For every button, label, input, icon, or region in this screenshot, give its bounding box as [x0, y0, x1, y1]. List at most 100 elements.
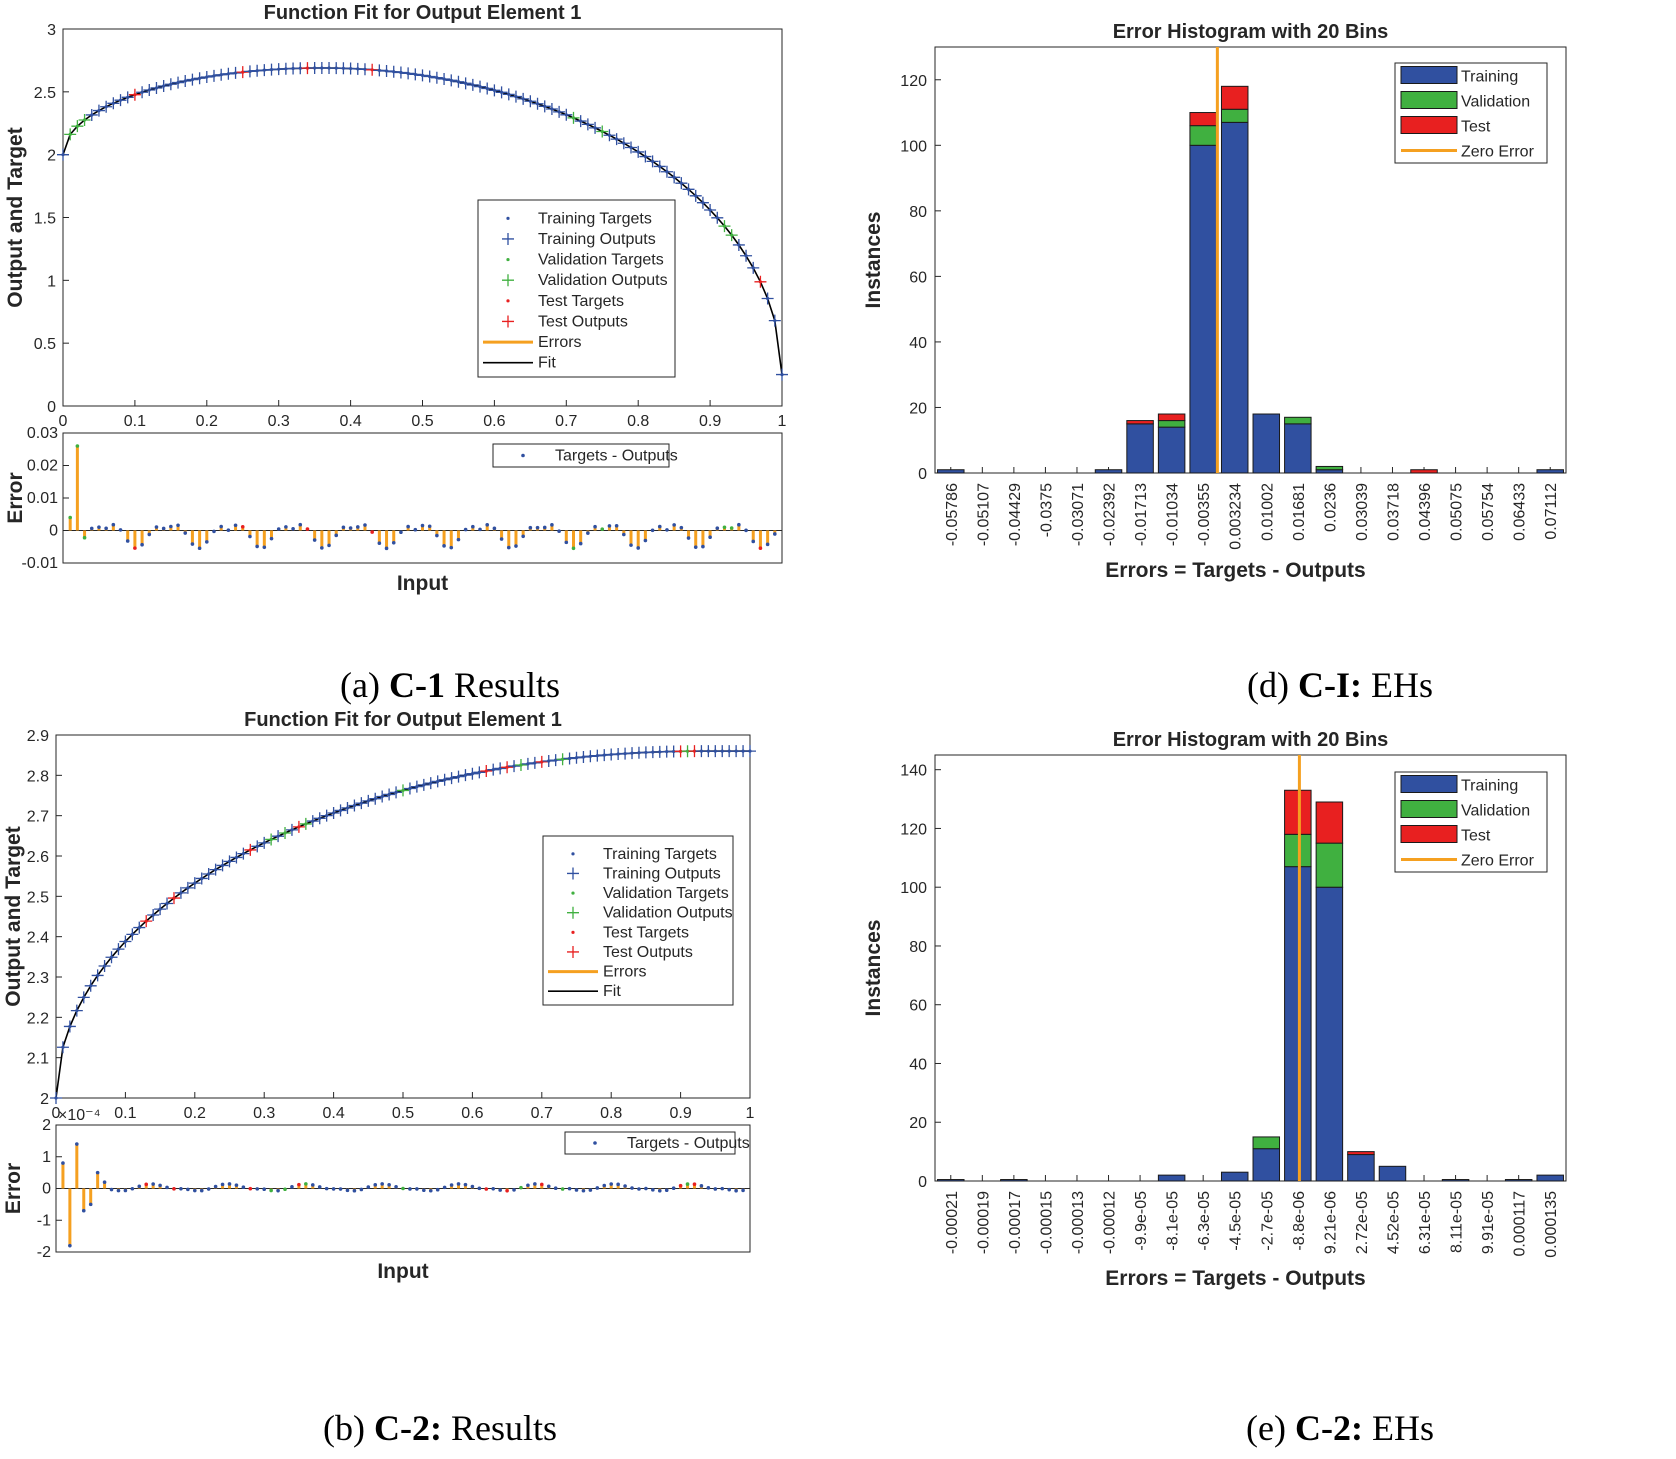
training-target-point — [734, 749, 738, 753]
error-point — [262, 545, 267, 550]
training-target-point — [373, 797, 377, 801]
training-target-point — [607, 133, 612, 137]
bar-training — [1284, 423, 1312, 474]
bar-training — [1536, 1174, 1564, 1182]
error-point — [255, 544, 259, 549]
error-point — [387, 1182, 391, 1187]
training-target-point — [109, 955, 114, 959]
error-point — [144, 1182, 149, 1187]
training-target-point — [456, 80, 461, 84]
y-tick-label: 120 — [900, 73, 927, 90]
error-point — [158, 1183, 162, 1188]
error-point — [394, 1184, 398, 1189]
training-target-point — [744, 254, 748, 258]
error-point — [616, 1182, 620, 1187]
y-tick-label: 20 — [909, 400, 927, 417]
error-point — [650, 528, 655, 533]
error-point — [179, 1187, 183, 1191]
bar-training — [1157, 1174, 1186, 1182]
validation-target-point — [561, 757, 565, 761]
error-point — [672, 523, 676, 527]
training-target-point — [727, 749, 731, 753]
error-point — [401, 1186, 405, 1191]
validation-target-point — [401, 788, 405, 793]
error-point — [248, 1186, 253, 1191]
training-target-point — [193, 881, 197, 885]
error-point — [241, 1185, 246, 1190]
error-point — [519, 1185, 523, 1190]
error-point — [588, 1188, 593, 1192]
legend-label: Zero Error — [1461, 144, 1535, 161]
error-point — [456, 537, 461, 542]
error-point — [449, 545, 454, 550]
error-point — [380, 1182, 384, 1186]
training-target-point — [499, 90, 504, 94]
y-tick-label: 80 — [909, 939, 927, 956]
training-target-point — [470, 772, 474, 776]
error-point — [643, 538, 648, 543]
training-target-point — [616, 752, 620, 756]
test-target-point — [144, 919, 148, 923]
training-target-point — [526, 762, 530, 766]
training-target-point — [262, 68, 266, 72]
legend-label: Test Targets — [538, 293, 624, 310]
validation-target-point — [722, 224, 727, 228]
validation-target-point — [730, 233, 734, 237]
y-tick-label: 100 — [900, 138, 927, 155]
error-point — [622, 532, 626, 537]
error-point — [130, 1186, 135, 1191]
training-target-point — [349, 66, 353, 71]
error-point — [614, 524, 619, 528]
legend-label: Test — [1461, 828, 1491, 845]
error-point — [348, 526, 353, 530]
legend-label: Errors — [538, 334, 582, 351]
legend-label: Test Outputs — [538, 313, 628, 330]
legend-label: Fit — [538, 355, 556, 372]
x-tick-label: -0.0375 — [1038, 483, 1055, 537]
legend-label: Fit — [603, 983, 621, 1000]
training-target-point — [533, 761, 537, 765]
error-point — [320, 546, 324, 550]
training-target-point — [579, 119, 583, 123]
error-point — [435, 533, 439, 538]
x-tick-label: -0.00013 — [1070, 1191, 1087, 1254]
error-point — [304, 1182, 308, 1186]
error-point — [665, 528, 669, 532]
training-target-point — [442, 77, 446, 81]
validation-target-point — [283, 831, 287, 835]
error-point — [116, 1188, 121, 1193]
error-point — [363, 523, 367, 527]
error-point — [623, 1184, 627, 1188]
y-tick-label: 0 — [47, 399, 56, 416]
error-point — [75, 444, 80, 448]
training-target-point — [507, 92, 511, 96]
error-point — [312, 538, 317, 542]
training-target-point — [694, 194, 698, 198]
x-tick-label: 0.6 — [483, 413, 505, 430]
x-tick-label: -0.01034 — [1165, 483, 1182, 546]
y-tick-label: 2.9 — [27, 728, 49, 745]
x-tick-label: -4.5e-05 — [1228, 1191, 1245, 1251]
training-target-point — [588, 754, 592, 758]
training-target-point — [352, 803, 357, 808]
legend-swatch — [1400, 800, 1458, 818]
training-target-point — [169, 82, 173, 86]
x-tick-label: 0 — [59, 413, 68, 430]
bar-training — [1284, 866, 1312, 1182]
legend-label: Validation Targets — [603, 885, 729, 902]
training-target-point — [713, 749, 717, 753]
x-tick-label: -9.9e-05 — [1133, 1191, 1150, 1251]
error-point — [644, 1186, 648, 1191]
error-legend-box — [492, 443, 670, 468]
error-point — [706, 1186, 711, 1190]
bar-training — [1126, 423, 1154, 474]
training-target-point — [471, 83, 475, 87]
error-point — [671, 1186, 676, 1191]
training-target-point — [89, 984, 93, 988]
bar-training — [1000, 1179, 1028, 1182]
error-point — [629, 543, 633, 547]
error-point — [586, 531, 590, 535]
x-tick-label: 1 — [778, 413, 787, 430]
training-target-point — [130, 932, 134, 936]
histogram-chart-c2: Error Histogram with 20 Bins Instances Err… — [862, 729, 1567, 1290]
